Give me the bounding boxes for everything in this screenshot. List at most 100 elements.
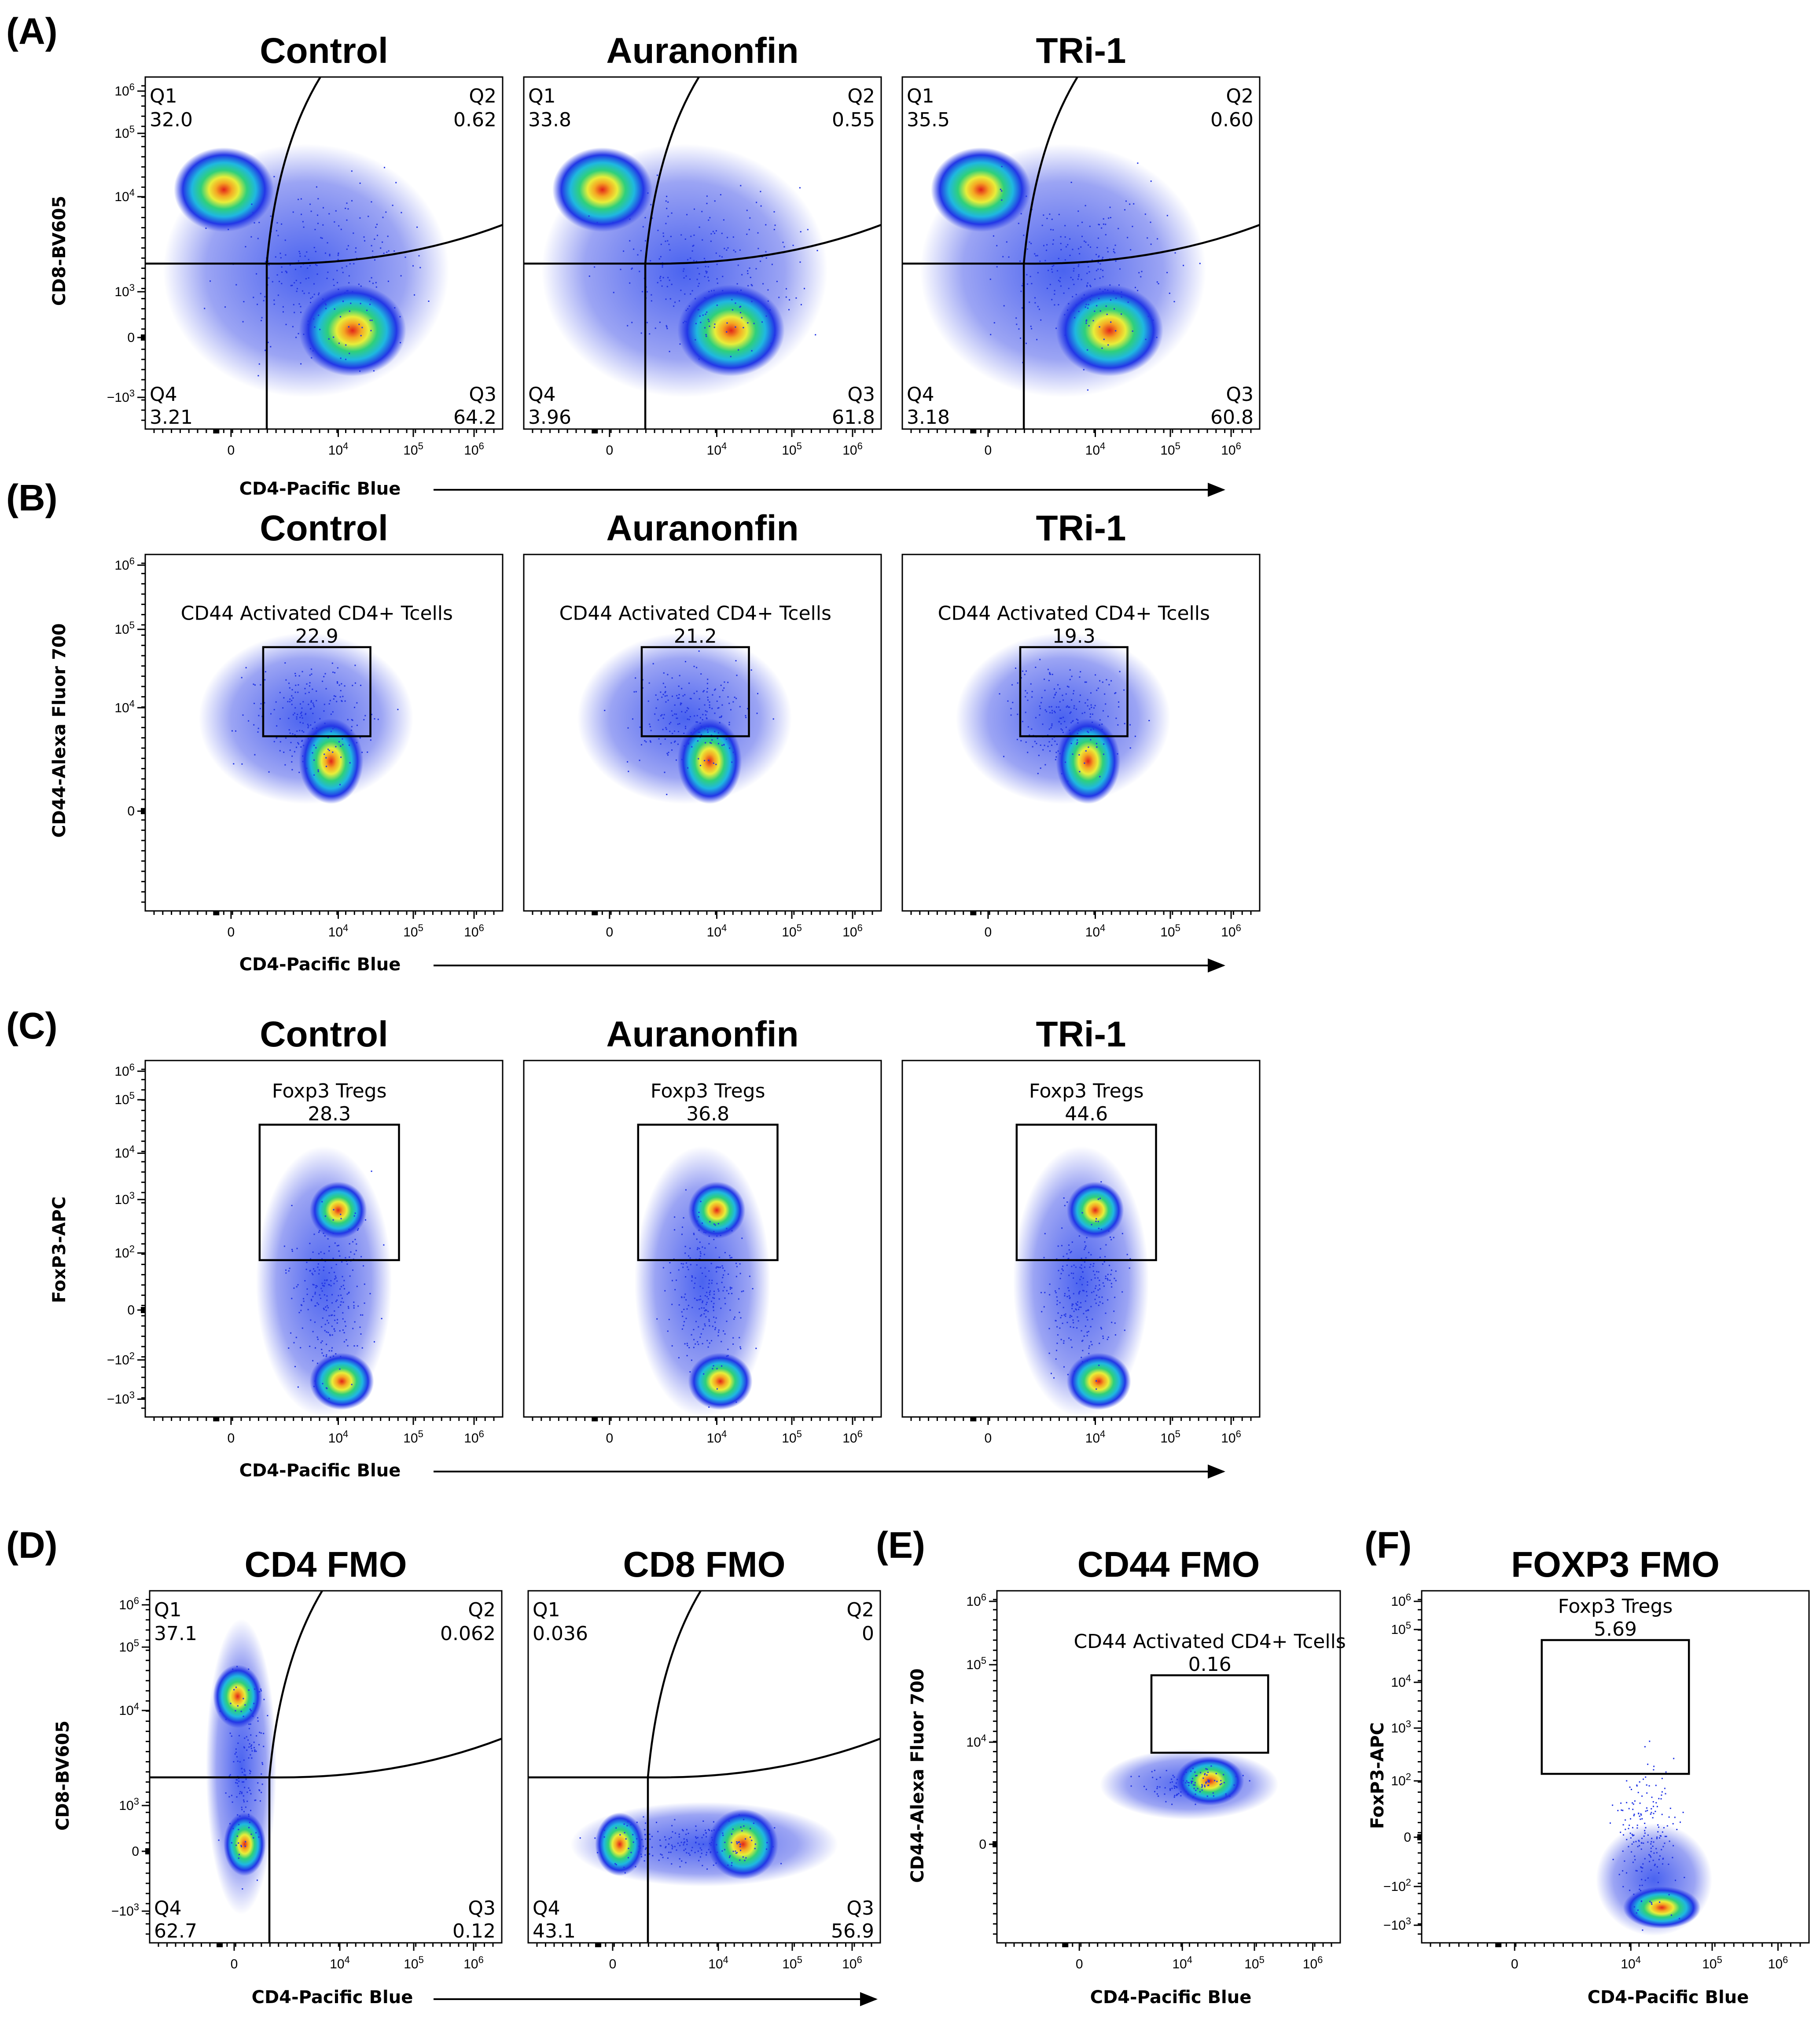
q1-label: Q1: [150, 85, 177, 107]
quadrant-gate-curve-h: [1024, 224, 1260, 265]
y-axis-label-e: CD44-Alexa Fluor 700: [908, 1668, 928, 1883]
x-tick-label: 106: [1221, 922, 1241, 940]
q4-value: 43.1: [533, 1920, 576, 1942]
y-axis-label-b: CD44-Alexa Fluor 700: [49, 623, 70, 837]
quadrant-gate-curve-v: [644, 76, 700, 264]
density-population: [595, 1813, 644, 1876]
q4-value: 62.7: [154, 1920, 197, 1942]
y-tick-label: 105: [114, 124, 135, 141]
x-zero-marker: [1495, 1943, 1502, 1947]
x-tick-label: 105: [404, 1954, 424, 1971]
density-population: [677, 718, 742, 804]
q3-label: Q3: [468, 1897, 496, 1920]
x-zero-marker: [595, 1943, 601, 1947]
y-tick-label: 0: [127, 330, 135, 345]
gate-name: Foxp3 Tregs: [272, 1080, 387, 1102]
panel-letter-d: (D): [6, 1524, 58, 1566]
q3-value: 56.9: [831, 1920, 874, 1942]
x-zero-marker: [592, 429, 598, 433]
y-zero-marker: [141, 808, 145, 815]
density-population: [1066, 1353, 1131, 1410]
y-tick-label: −102: [107, 1350, 135, 1367]
y-tick-label: 102: [1391, 1771, 1411, 1788]
y-tick-label: 106: [1391, 1592, 1411, 1609]
x-tick-label: 105: [1244, 1954, 1265, 1971]
quadrant-gate-curve-h: [267, 224, 503, 265]
x-tick-label: 106: [842, 1954, 862, 1971]
x-tick-label: 104: [1085, 1428, 1106, 1446]
plot-b-2: Auranonfin CD44 Activated CD4+ Tcells21.2…: [523, 508, 882, 940]
q2-label: Q2: [469, 85, 496, 107]
q1-value: 35.5: [907, 109, 950, 131]
plot-title: CD44 FMO: [1077, 1545, 1260, 1585]
x-tick-label: 106: [464, 1428, 484, 1446]
gate-name: Foxp3 Tregs: [1558, 1595, 1673, 1618]
density-population: [213, 1665, 262, 1728]
y-zero-marker: [145, 1848, 150, 1854]
density-population: [299, 285, 406, 376]
y-tick-label: 105: [119, 1637, 139, 1655]
y-tick-label: 104: [1391, 1673, 1411, 1690]
plot-title: TRi-1: [1036, 1014, 1126, 1054]
x-tick-label: 105: [403, 922, 423, 940]
x-tick-label: 105: [1160, 440, 1180, 458]
density-population: [173, 147, 274, 232]
x-tick-label: 105: [782, 1954, 802, 1971]
y-axis-label-d: CD8-BV605: [53, 1721, 73, 1831]
gate-box: [640, 646, 750, 738]
gate-box: [1541, 1639, 1690, 1775]
y-tick-label: 105: [966, 1655, 986, 1672]
y-axis-label-c: FoxP3-APC: [49, 1197, 70, 1303]
gate-value: 19.3: [1052, 625, 1096, 648]
gate-name: CD44 Activated CD4+ Tcells: [559, 602, 831, 625]
x-tick-label: 105: [782, 440, 802, 458]
plot-title: FOXP3 FMO: [1511, 1545, 1720, 1585]
gate-box: [258, 1123, 400, 1261]
plot-frame: [996, 1590, 1341, 1944]
q2-value: 0.62: [453, 109, 496, 131]
x-tick-label: 105: [1160, 922, 1180, 940]
gate-value: 28.3: [308, 1103, 351, 1125]
y-tick-label: 106: [119, 1595, 139, 1612]
q3-label: Q3: [469, 383, 496, 406]
y-tick-label: −103: [111, 1901, 139, 1919]
y-zero-marker: [141, 334, 145, 341]
y-tick-label: 0: [127, 1303, 135, 1318]
plot-frame: [1421, 1590, 1810, 1944]
plot-frame: [523, 554, 882, 912]
y-tick-label: 0: [979, 1837, 986, 1852]
gate-value: 5.69: [1594, 1618, 1637, 1641]
x-tick-label: 104: [328, 1428, 349, 1446]
y-tick-label: 106: [114, 81, 135, 99]
x-tick-label: 105: [1702, 1954, 1722, 1971]
x-axis-label-f: CD4-Pacific Blue: [1588, 1987, 1749, 2008]
y-tick-label: 106: [114, 555, 135, 573]
density-population: [299, 718, 364, 804]
event-dots: [579, 1814, 782, 1874]
gate-value: 21.2: [674, 625, 717, 648]
quadrant-gate-curve-h: [647, 1737, 881, 1779]
x-tick-label: 0: [606, 925, 614, 940]
x-tick-label: 105: [403, 1428, 423, 1446]
plot-title: TRi-1: [1036, 508, 1126, 548]
x-tick-label: 105: [403, 440, 423, 458]
x-tick-label: 106: [842, 440, 863, 458]
quadrant-gate-curve-h: [645, 224, 882, 265]
q1-value: 37.1: [154, 1622, 197, 1645]
plot-frame: [901, 554, 1261, 912]
q3-label: Q3: [847, 383, 875, 406]
y-axis-label-a: CD8-BV605: [49, 196, 70, 306]
event-dots: [204, 167, 430, 377]
density-population: [309, 1182, 367, 1239]
plot-frame: [144, 554, 504, 912]
x-tick-label: 106: [1768, 1954, 1788, 1971]
density-population: [930, 147, 1031, 232]
y-tick-label: 103: [119, 1796, 139, 1813]
quadrant-gate-curve-v: [647, 1590, 702, 1778]
